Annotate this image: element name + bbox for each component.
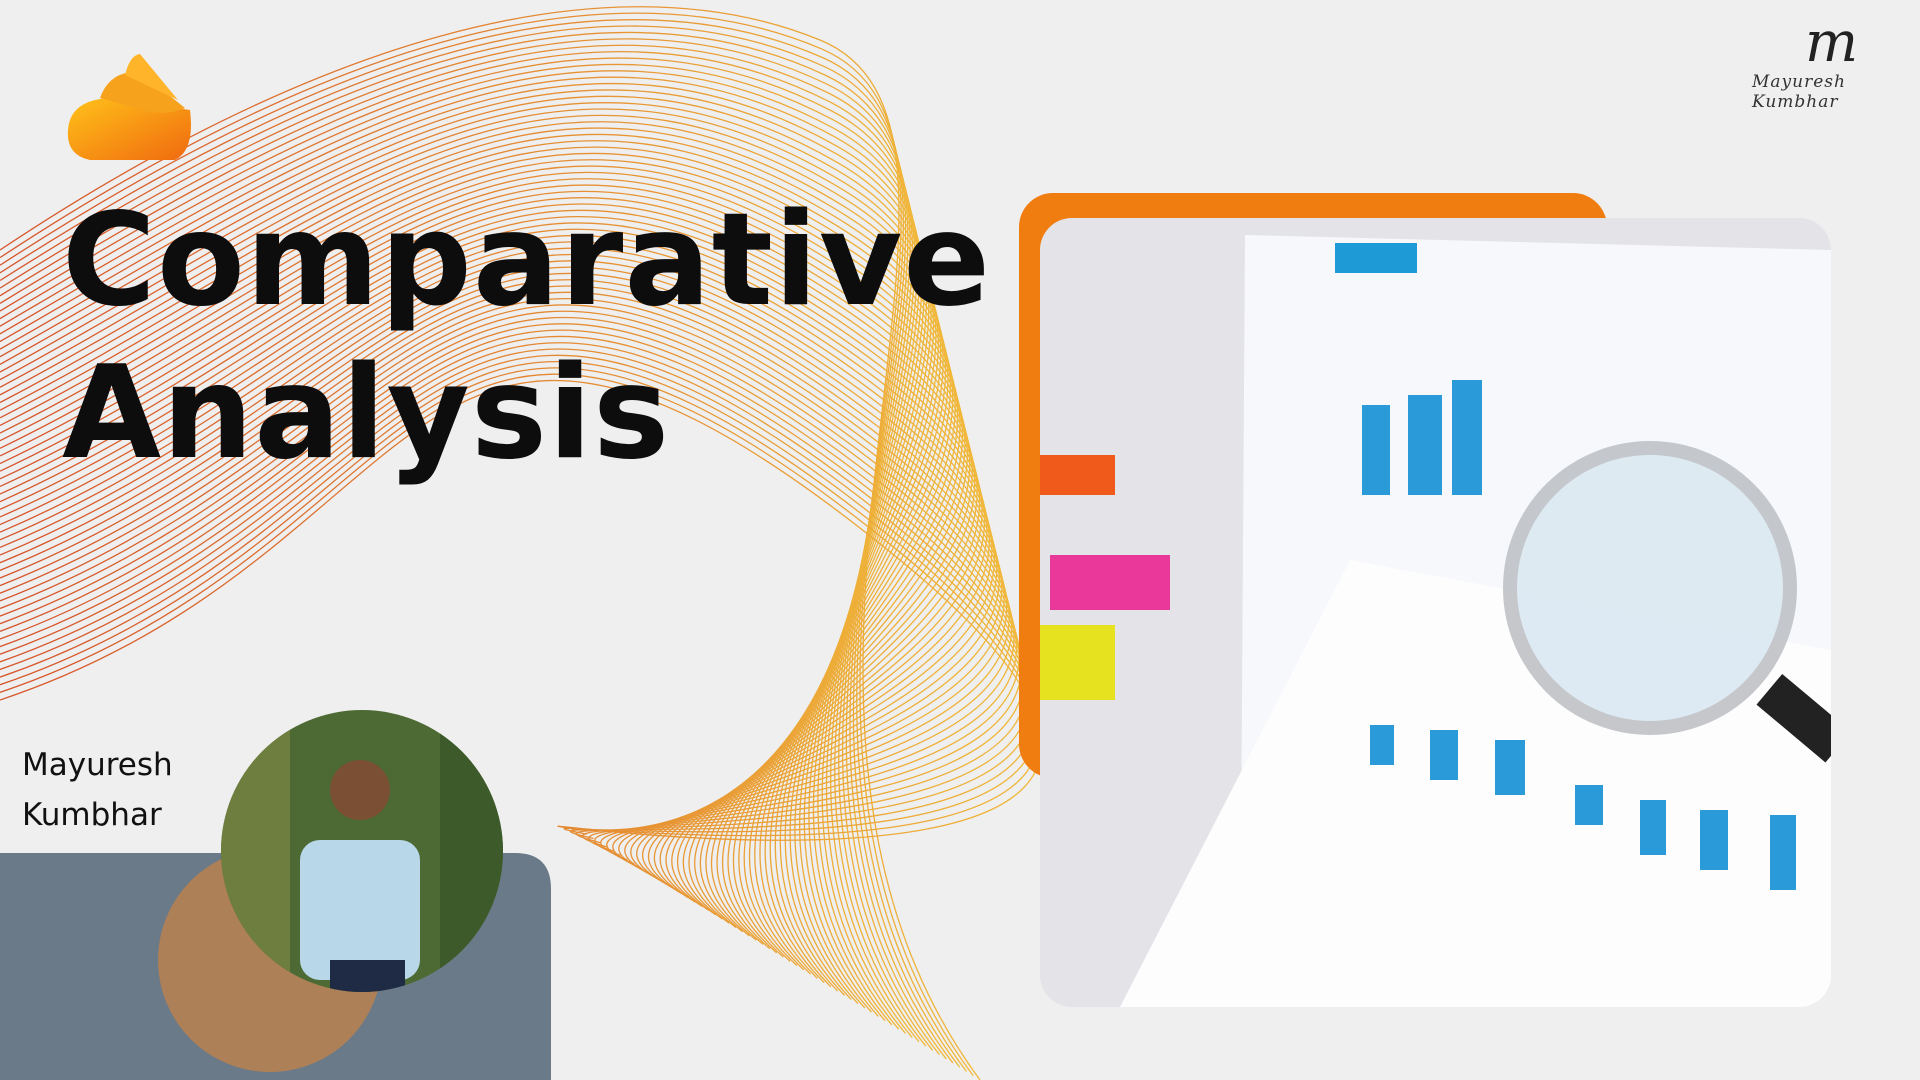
wave-line (0, 146, 951, 988)
wave-line (0, 373, 1040, 837)
wave-line (0, 348, 1030, 852)
photo (1040, 218, 1831, 1007)
wave-line (0, 165, 959, 975)
author-name: Kumbhar (22, 797, 162, 833)
wave-lines (0, 6, 1043, 1080)
wave-line (0, 133, 947, 996)
wave-line (0, 285, 1005, 895)
wave-line (0, 323, 1020, 869)
wave-line (0, 335, 1025, 861)
wave-line (0, 6, 981, 1080)
wave-line (0, 367, 1038, 840)
wave-line (0, 354, 1033, 848)
wave-line (0, 82, 928, 1030)
wave-line (0, 272, 1000, 903)
wave-line (0, 379, 1043, 841)
wave-line (0, 127, 944, 1000)
wave-line (0, 279, 1003, 899)
wave-line (0, 114, 939, 1009)
logo (67, 54, 191, 160)
wave-line (0, 316, 1018, 873)
wave-line (0, 12, 974, 1077)
wave-line (0, 361, 1035, 844)
wave-line (0, 159, 956, 979)
title: Analysis (62, 339, 671, 488)
signature-initial: m (1805, 10, 1859, 75)
wave-line (0, 108, 937, 1013)
wave-line (0, 152, 954, 983)
wave-line (0, 310, 1015, 878)
author-name: Mayuresh (22, 747, 173, 783)
signature: Mayuresh Kumbhar (1752, 72, 1846, 112)
wave-line (0, 101, 935, 1017)
wave-line (0, 304, 1013, 882)
wave-line (0, 298, 1010, 886)
wave-line (0, 95, 932, 1022)
wave-line (0, 342, 1028, 857)
wave-line (0, 291, 1008, 890)
wave-line (0, 140, 949, 992)
wave-line (0, 76, 925, 1034)
wave-line (0, 89, 930, 1026)
wave-line (0, 329, 1023, 865)
title: Comparative (62, 186, 992, 335)
